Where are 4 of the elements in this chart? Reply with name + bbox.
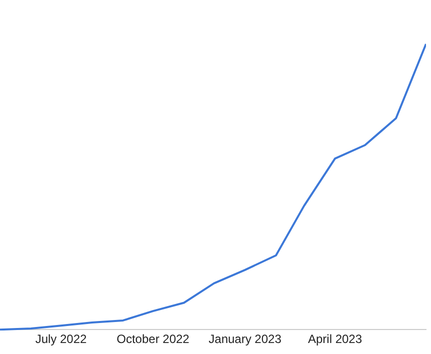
x-tick-label: July 2022 [35,332,88,346]
x-tick-label: October 2022 [116,332,190,346]
x-tick-label: January 2023 [208,332,282,346]
x-tick-label: April 2023 [308,332,362,346]
